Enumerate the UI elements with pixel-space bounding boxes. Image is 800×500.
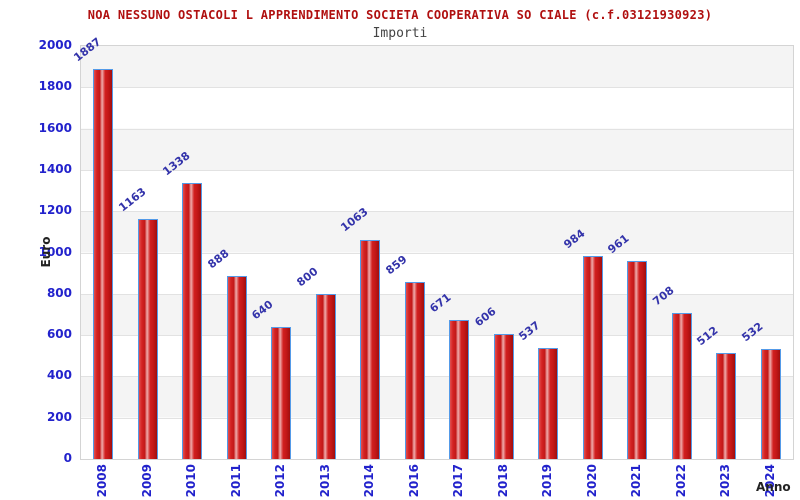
gridline: [81, 128, 793, 130]
y-tick-label: 200: [46, 409, 72, 424]
gridline: [81, 376, 793, 378]
gridline: [81, 335, 793, 337]
bar-value-label: 1063: [338, 205, 371, 235]
bar-value-label: 537: [516, 318, 543, 344]
gridline: [81, 417, 793, 419]
gridline: [81, 293, 793, 295]
bar-2017: [449, 320, 470, 459]
x-tick-label: 2010: [184, 464, 199, 498]
y-tick-label: 600: [46, 327, 72, 342]
x-tick-label: 2013: [317, 464, 332, 498]
bar-2020: [582, 255, 603, 459]
x-tick-label: 2019: [540, 464, 555, 498]
y-tick-label: 1400: [38, 161, 72, 176]
plot-area: 1887 1163 1338 888 640 800 1063 859 671 606 537 984…: [72, 35, 794, 460]
gridline: [81, 87, 793, 89]
gridline: [81, 169, 793, 171]
x-axis-title: Anno: [756, 480, 791, 494]
bar-2013: [315, 293, 336, 459]
bar-value-label: 1338: [160, 148, 193, 178]
bar-2014: [360, 239, 381, 459]
bar-2012: [271, 326, 292, 459]
bar-2022: [671, 312, 692, 459]
x-tick-label: 2008: [95, 464, 110, 498]
x-tick-label: 2016: [406, 464, 421, 498]
y-tick-label: 1600: [38, 120, 72, 135]
bar-value-label: 859: [383, 252, 410, 277]
x-tick-label: 2018: [495, 464, 510, 498]
bar-value-label: 532: [739, 319, 766, 345]
bar-2018: [493, 333, 514, 459]
bar-2021: [627, 260, 648, 459]
y-tick-label: 400: [46, 368, 72, 383]
bar-2016: [404, 281, 425, 459]
x-tick-label: 2009: [139, 464, 154, 498]
x-tick-label: 2011: [228, 464, 243, 498]
gridline: [81, 211, 793, 213]
bar-value-label: 800: [294, 264, 321, 290]
bar-2010: [182, 182, 203, 459]
bar-value-label: 640: [249, 297, 276, 323]
bar-value-label: 888: [205, 246, 232, 271]
bar-value-label: 671: [427, 291, 454, 316]
y-axis-title: Euro: [39, 236, 53, 268]
x-tick-label: 2021: [629, 464, 644, 498]
bar-2019: [538, 348, 559, 459]
x-tick-label: 2012: [273, 464, 288, 498]
x-tick-label: 2023: [718, 464, 733, 498]
y-tick-label: 0: [63, 451, 72, 465]
bar-value-label: 606: [472, 304, 499, 330]
bar-2023: [716, 353, 737, 459]
bar-value-label: 512: [694, 324, 721, 349]
y-tick-label: 800: [46, 285, 72, 300]
bar-value-label: 708: [650, 283, 677, 309]
y-tick-label: 1000: [38, 244, 72, 259]
chart-title: NOA NESSUNO OSTACOLI L APPRENDIMENTO SOC…: [87, 8, 713, 22]
y-tick-label: 1800: [38, 79, 72, 94]
x-tick-label: 2022: [673, 464, 688, 498]
bar-value-label: 984: [561, 226, 588, 252]
bar-2008: [93, 69, 114, 459]
y-tick-label: 1200: [38, 203, 72, 218]
x-tick-label: 2020: [584, 464, 599, 498]
bar-2024: [760, 349, 781, 459]
y-tick-label: 2000: [38, 38, 72, 52]
bar-2011: [226, 275, 247, 459]
chart-subtitle: Importi: [372, 26, 428, 41]
gridline: [81, 252, 793, 254]
x-tick-label: 2017: [451, 464, 466, 498]
x-tick-label: 2014: [362, 464, 377, 498]
bar-2009: [137, 218, 158, 459]
